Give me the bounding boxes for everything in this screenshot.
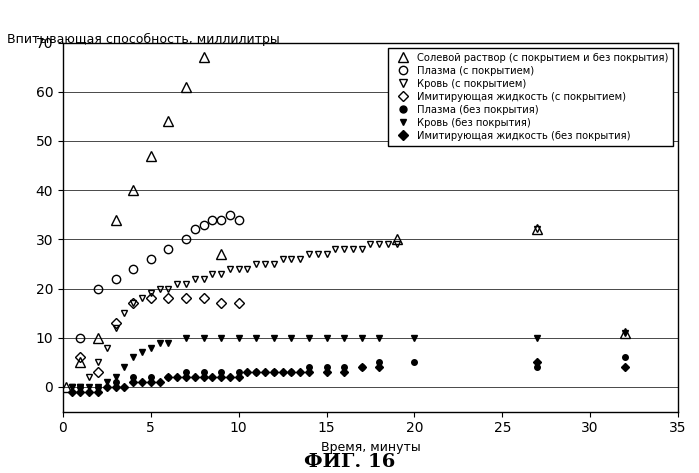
X-axis label: Время, минуты: Время, минуты — [321, 441, 420, 454]
Text: Впитывающая способность, миллилитры: Впитывающая способность, миллилитры — [7, 33, 280, 46]
Legend: Солевой раствор (с покрытием и без покрытия), Плазма (с покрытием), Кровь (с пок: Солевой раствор (с покрытием и без покры… — [388, 48, 673, 146]
Text: ФИГ. 16: ФИГ. 16 — [304, 453, 395, 471]
